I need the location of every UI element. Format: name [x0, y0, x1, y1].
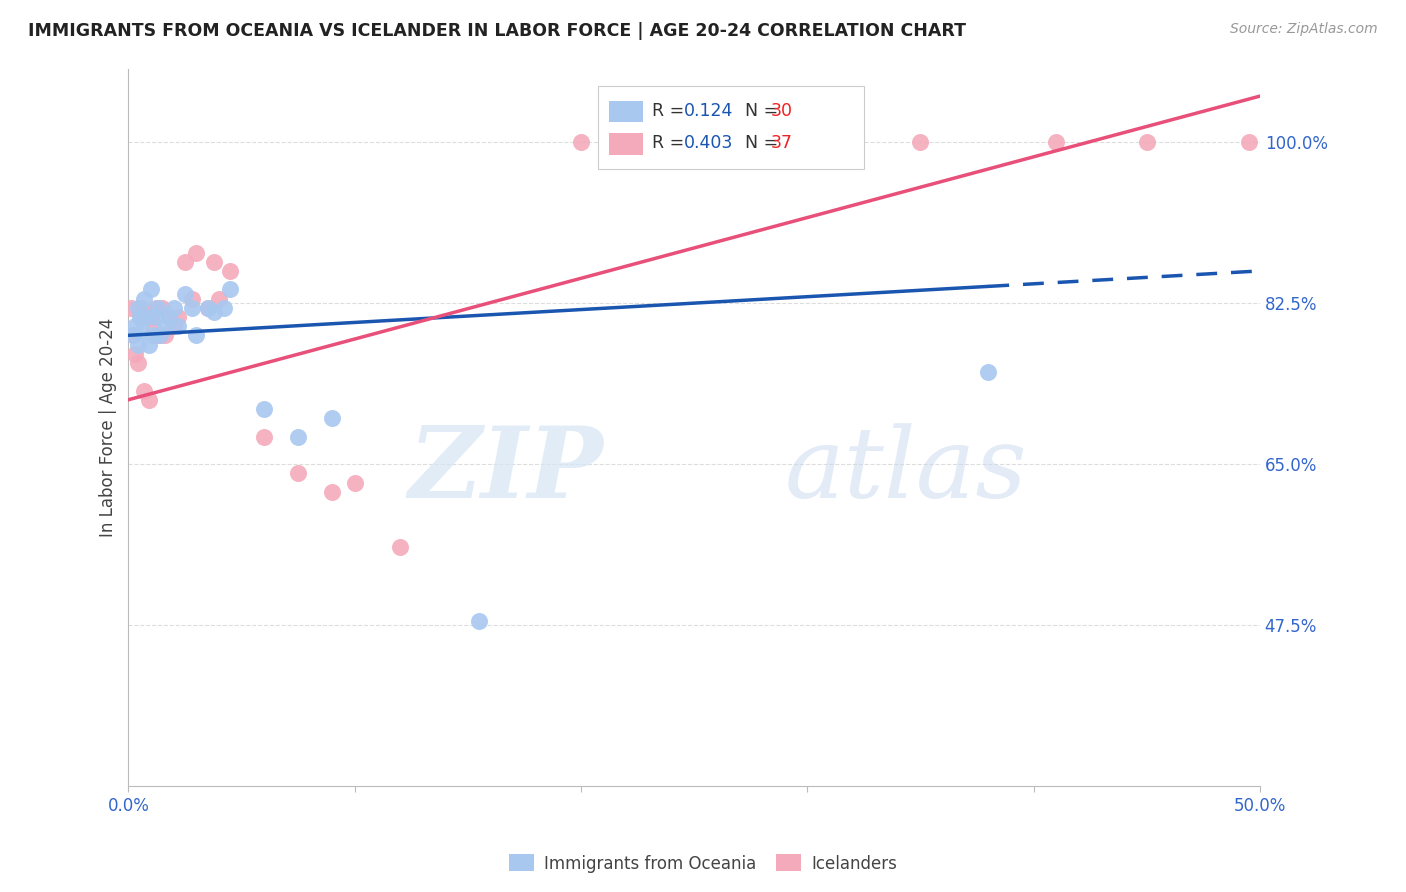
FancyBboxPatch shape [609, 133, 644, 154]
Point [197, 301, 219, 315]
Point [167, 319, 190, 334]
Point [468, 614, 491, 628]
Point [138, 392, 160, 407]
Point [127, 356, 149, 370]
Point [174, 254, 197, 268]
Point [163, 301, 186, 315]
Text: ZIP: ZIP [409, 422, 603, 518]
Point [180, 292, 202, 306]
Point [321, 484, 343, 499]
Point [253, 429, 276, 443]
Point [219, 282, 242, 296]
Text: Source: ZipAtlas.com: Source: ZipAtlas.com [1230, 22, 1378, 37]
Point [388, 540, 411, 554]
Point [122, 328, 145, 343]
Point [134, 384, 156, 398]
Point [135, 310, 157, 324]
Text: 0.403: 0.403 [683, 134, 734, 153]
Text: R =: R = [652, 134, 690, 153]
Legend: Immigrants from Oceania, Icelanders: Immigrants from Oceania, Icelanders [502, 847, 904, 880]
Point [131, 324, 153, 338]
Point [134, 292, 156, 306]
Point [186, 245, 208, 260]
Text: 30: 30 [770, 102, 793, 120]
Text: IMMIGRANTS FROM OCEANIA VS ICELANDER IN LABOR FORCE | AGE 20-24 CORRELATION CHAR: IMMIGRANTS FROM OCEANIA VS ICELANDER IN … [28, 22, 966, 40]
Point [204, 254, 226, 268]
Point [212, 301, 235, 315]
Text: R =: R = [652, 102, 690, 120]
Point [163, 319, 186, 334]
Point [253, 401, 276, 416]
Point [146, 301, 169, 315]
Text: 0.124: 0.124 [683, 102, 734, 120]
Text: atlas: atlas [785, 423, 1028, 518]
Point [153, 319, 176, 334]
Point [287, 467, 309, 481]
Point [149, 328, 172, 343]
Point [152, 301, 174, 315]
Point [751, 135, 773, 149]
Point [1237, 135, 1260, 149]
Point [219, 264, 242, 278]
Point [287, 429, 309, 443]
Point [343, 475, 366, 490]
Point [128, 310, 150, 324]
Text: N =: N = [734, 102, 783, 120]
Point [131, 301, 153, 315]
Point [145, 301, 167, 315]
Point [208, 292, 231, 306]
Point [142, 328, 165, 343]
Point [910, 135, 932, 149]
Point [167, 310, 190, 324]
Text: N =: N = [734, 134, 783, 153]
Point [128, 310, 150, 324]
Y-axis label: In Labor Force | Age 20-24: In Labor Force | Age 20-24 [100, 318, 117, 537]
Point [146, 328, 169, 343]
Text: 37: 37 [770, 134, 793, 153]
Point [127, 301, 149, 315]
Point [124, 319, 146, 334]
FancyBboxPatch shape [609, 101, 644, 122]
Point [149, 328, 172, 343]
Point [127, 337, 149, 351]
Point [1136, 135, 1159, 149]
Point [157, 310, 180, 324]
Point [124, 347, 146, 361]
Point [204, 305, 226, 319]
FancyBboxPatch shape [598, 87, 863, 169]
Point [174, 287, 197, 301]
Point [142, 319, 165, 334]
Point [977, 365, 1000, 379]
Point [186, 328, 208, 343]
Point [180, 301, 202, 315]
Point [153, 328, 176, 343]
Point [139, 282, 162, 296]
Point [120, 301, 142, 315]
Point [122, 328, 145, 343]
Point [139, 310, 162, 324]
Point [135, 310, 157, 324]
Point [321, 411, 343, 425]
Point [569, 135, 592, 149]
Point [157, 310, 180, 324]
Point [1045, 135, 1067, 149]
Point [197, 301, 219, 315]
Point [138, 337, 160, 351]
Point [145, 310, 167, 324]
